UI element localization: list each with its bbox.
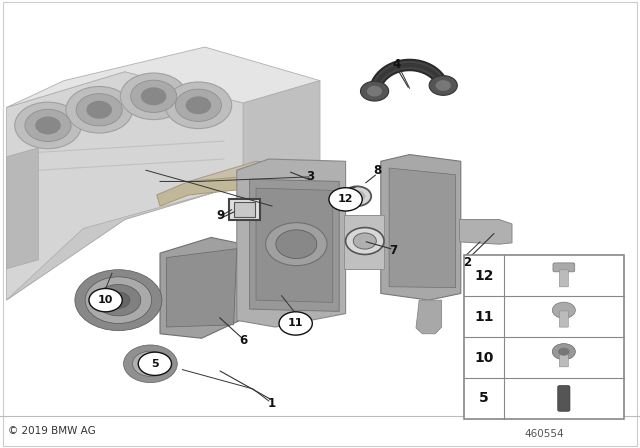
FancyBboxPatch shape: [464, 255, 624, 419]
Circle shape: [429, 76, 458, 95]
Circle shape: [35, 116, 61, 134]
Circle shape: [367, 86, 382, 97]
Circle shape: [124, 345, 177, 383]
Circle shape: [346, 228, 384, 254]
Circle shape: [66, 86, 132, 133]
Text: 460554: 460554: [524, 429, 564, 439]
Circle shape: [276, 230, 317, 258]
Circle shape: [86, 101, 112, 119]
Text: 1: 1: [268, 396, 276, 410]
Circle shape: [138, 352, 172, 375]
FancyBboxPatch shape: [553, 263, 575, 272]
Circle shape: [120, 73, 187, 120]
Text: 3: 3: [307, 170, 314, 184]
Polygon shape: [256, 188, 333, 302]
Circle shape: [343, 186, 371, 206]
Circle shape: [141, 357, 160, 370]
Polygon shape: [250, 179, 339, 311]
Circle shape: [186, 96, 211, 114]
Polygon shape: [389, 168, 456, 288]
FancyBboxPatch shape: [559, 270, 568, 287]
Circle shape: [279, 312, 312, 335]
Polygon shape: [166, 249, 237, 327]
Circle shape: [266, 223, 327, 266]
Text: 4: 4: [393, 58, 401, 72]
Polygon shape: [6, 72, 243, 300]
Circle shape: [552, 302, 575, 318]
Text: © 2019 BMW AG: © 2019 BMW AG: [8, 426, 95, 436]
Text: 6: 6: [239, 334, 247, 347]
Text: 8: 8: [374, 164, 381, 177]
Circle shape: [175, 89, 221, 121]
Circle shape: [25, 109, 71, 142]
Circle shape: [436, 80, 451, 91]
Polygon shape: [6, 148, 38, 269]
Text: 9: 9: [217, 208, 225, 222]
Polygon shape: [243, 81, 320, 184]
Circle shape: [96, 284, 141, 316]
Circle shape: [552, 344, 575, 360]
Polygon shape: [314, 168, 333, 183]
Circle shape: [85, 277, 152, 323]
Polygon shape: [416, 300, 442, 334]
Circle shape: [329, 188, 362, 211]
Polygon shape: [6, 47, 320, 108]
Circle shape: [353, 233, 376, 249]
Polygon shape: [189, 161, 320, 195]
Circle shape: [75, 270, 162, 331]
FancyBboxPatch shape: [234, 202, 255, 217]
Circle shape: [360, 82, 388, 101]
FancyBboxPatch shape: [559, 311, 568, 327]
Polygon shape: [344, 215, 384, 269]
Text: 10: 10: [98, 295, 113, 305]
Text: 11: 11: [288, 319, 303, 328]
FancyBboxPatch shape: [559, 352, 568, 367]
Circle shape: [349, 190, 365, 202]
Circle shape: [558, 348, 570, 356]
Circle shape: [107, 292, 130, 308]
Polygon shape: [160, 237, 243, 338]
Polygon shape: [6, 161, 320, 300]
Text: 2: 2: [463, 255, 471, 269]
Circle shape: [131, 80, 177, 112]
Text: 7: 7: [390, 244, 397, 258]
Circle shape: [76, 94, 122, 126]
Polygon shape: [157, 170, 320, 206]
Circle shape: [141, 87, 166, 105]
Circle shape: [165, 82, 232, 129]
Text: 5: 5: [479, 392, 489, 405]
Polygon shape: [460, 220, 512, 244]
FancyBboxPatch shape: [229, 199, 260, 220]
Circle shape: [132, 351, 168, 376]
Text: 11: 11: [474, 310, 493, 323]
Text: 5: 5: [151, 359, 159, 369]
Circle shape: [15, 102, 81, 149]
Circle shape: [89, 289, 122, 312]
Text: 10: 10: [474, 350, 493, 365]
Polygon shape: [237, 159, 346, 327]
FancyBboxPatch shape: [558, 386, 570, 411]
Text: 12: 12: [338, 194, 353, 204]
Text: 12: 12: [474, 269, 493, 283]
Polygon shape: [381, 155, 461, 300]
